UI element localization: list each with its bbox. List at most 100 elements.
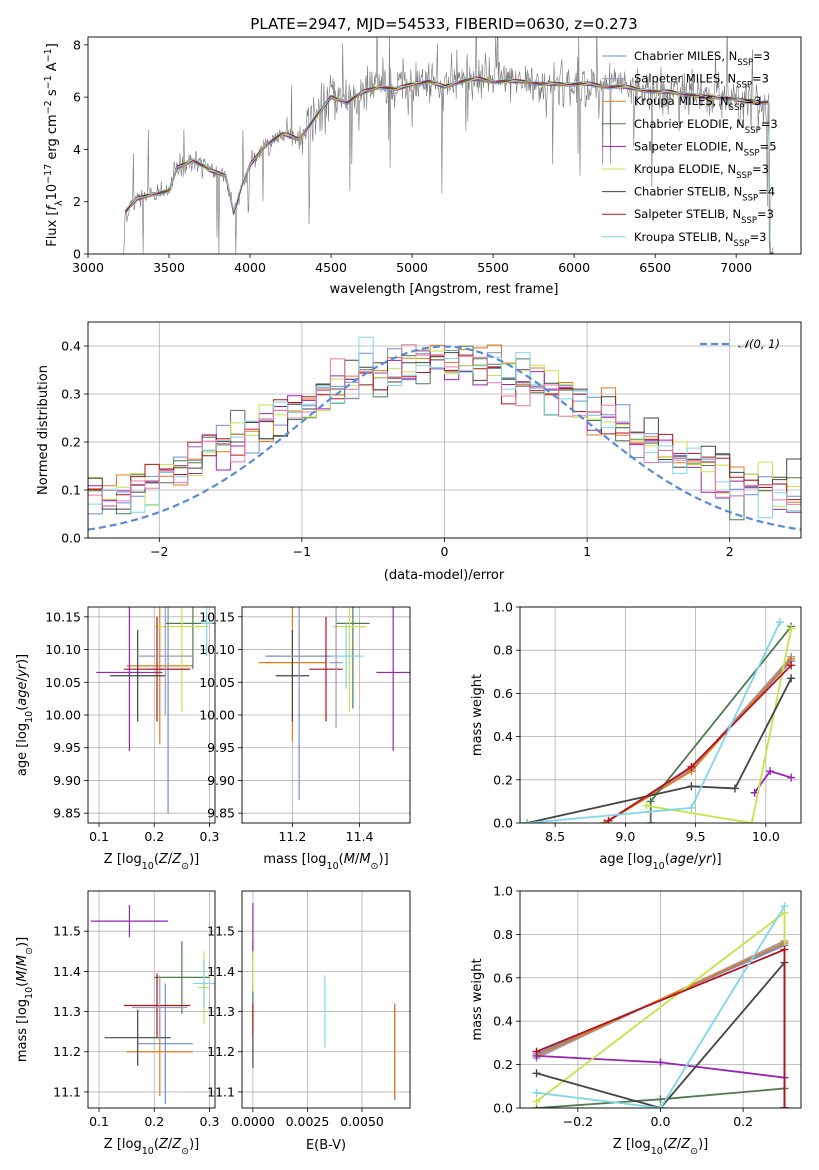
series-6 xyxy=(642,624,796,823)
legend-sub: SSP xyxy=(734,239,750,249)
x-tick-label: 5500 xyxy=(477,260,509,275)
x-axis-label: (data-model)/error xyxy=(384,568,505,583)
plus-marker xyxy=(656,1095,665,1104)
plot-area xyxy=(258,607,410,801)
y-tick-label: 10.05 xyxy=(199,675,235,690)
y-tick-label: 9.90 xyxy=(207,773,235,788)
data-point-6 xyxy=(110,629,166,722)
y-tick-label: 6 xyxy=(73,90,81,105)
histogram-8 xyxy=(88,336,801,538)
label-part: M xyxy=(344,852,355,867)
plus-marker xyxy=(523,819,532,823)
data-point-6 xyxy=(104,1009,171,1066)
label-part: −17 xyxy=(43,164,54,184)
x-axis-label: Z [log10(Z/Z⊙)] xyxy=(613,1137,708,1157)
x-tick-label: 0.2 xyxy=(144,1114,164,1129)
label-part: −2 xyxy=(43,100,54,114)
y-tick-label: 10.10 xyxy=(45,642,81,657)
plot-area xyxy=(90,905,215,1104)
x-tick-label: 0.1 xyxy=(89,1114,109,1129)
axes-frame xyxy=(241,890,411,1109)
legend-entry-8: Salpeter STELIB, NSSP=3 xyxy=(634,207,774,226)
legend-entry-9: Kroupa STELIB, NSSP=3 xyxy=(634,230,766,249)
plus-marker xyxy=(532,1047,541,1056)
label-part: ( xyxy=(154,1137,159,1152)
y-tick-label: 0.4 xyxy=(61,339,81,354)
label-part: Z xyxy=(667,1137,678,1152)
data-point-7 xyxy=(123,616,191,722)
x-tick-label: 4500 xyxy=(315,260,347,275)
data-point-9 xyxy=(132,975,188,1040)
y-tick-label: 11.2 xyxy=(53,1044,81,1059)
legend-tail: =3 xyxy=(752,162,769,176)
data-point-5 xyxy=(154,607,210,712)
axes-frame xyxy=(87,606,216,824)
plus-marker xyxy=(532,1069,541,1078)
label-part: Z xyxy=(680,1137,691,1152)
plus-marker xyxy=(766,767,775,776)
label-part: ⊙ xyxy=(371,861,379,872)
data-point-4 xyxy=(96,607,163,751)
x-tick-label: 8.5 xyxy=(545,829,565,844)
plus-marker xyxy=(780,945,789,954)
series-line xyxy=(603,656,792,823)
plus-marker xyxy=(780,1104,789,1108)
y-tick-label: 9.85 xyxy=(53,806,81,821)
label-part: ( xyxy=(665,852,670,867)
y-tick-label: 11.3 xyxy=(53,1004,81,1019)
y-tick-label: 0.2 xyxy=(61,435,81,450)
histogram-9 xyxy=(88,344,801,538)
plus-marker xyxy=(747,819,756,823)
label-part: ] xyxy=(45,43,60,48)
label-part: )] xyxy=(711,852,721,867)
x-tick-label: 0.0025 xyxy=(286,1114,330,1129)
series-line xyxy=(536,905,786,1108)
label-part: / xyxy=(694,852,699,867)
data-point-5 xyxy=(332,607,367,712)
y-axis-label: mass [log10(M/M⊙)] xyxy=(15,937,35,1062)
plus-marker xyxy=(787,773,796,782)
legend-entry-1: Chabrier MILES, NSSP=3 xyxy=(634,49,770,68)
y-tick-label: 9.85 xyxy=(207,806,235,821)
x-tick-label: 0.1 xyxy=(89,829,109,844)
legend-tail: =3 xyxy=(761,117,778,131)
legend-entry-2: Salpeter MILES, NSSP=3 xyxy=(634,72,769,91)
label-part: −1 xyxy=(43,75,54,89)
y-tick-label: 0.2 xyxy=(493,772,513,787)
x-tick-label: 11.4 xyxy=(346,829,374,844)
plot-area xyxy=(532,902,789,1108)
data-point-2 xyxy=(126,607,193,745)
data-point-6 xyxy=(275,629,310,722)
label-part: ⊙ xyxy=(181,1146,189,1157)
label-part: 10 xyxy=(653,861,665,872)
x-tick-label: 0.2 xyxy=(733,1114,753,1129)
label-part: Flux [ xyxy=(45,211,60,247)
legend-name: Chabrier MILES, N xyxy=(634,49,737,63)
label-part: ( xyxy=(339,852,344,867)
y-tick-label: 0.3 xyxy=(61,387,81,402)
y-tick-label: 4 xyxy=(73,142,81,157)
y-tick-label: 11.1 xyxy=(53,1084,81,1099)
y-tick-label: 1.0 xyxy=(493,884,513,899)
y-tick-label: 9.95 xyxy=(53,740,81,755)
x-tick-label: 3500 xyxy=(153,260,185,275)
plus-marker xyxy=(787,661,796,670)
x-tick-label: −0.2 xyxy=(563,1114,593,1129)
series-9 xyxy=(532,902,789,1108)
plus-marker xyxy=(642,801,651,810)
legend-entry-5: Salpeter ELODIE, NSSP=5 xyxy=(634,139,777,158)
axes-frame xyxy=(519,890,802,1109)
x-tick-label: −2 xyxy=(150,544,168,559)
y-tick-label: 0.1 xyxy=(61,483,81,498)
y-tick-label: 0.0 xyxy=(493,1101,513,1116)
x-tick-label: 6500 xyxy=(639,260,671,275)
axes-spectrum: 3000 3500 4000 4500 5000 5500 6000 6500 7000 0 2 4 6… xyxy=(43,36,802,297)
plus-marker xyxy=(780,902,789,911)
series-4 xyxy=(646,622,796,823)
x-tick-label: 0.0000 xyxy=(231,1114,275,1129)
y-tick-label: 0.6 xyxy=(493,970,513,985)
data-point-4 xyxy=(90,905,169,938)
y-tick-label: 11.2 xyxy=(207,1044,235,1059)
label-part: 10 xyxy=(24,987,35,999)
x-tick-label: 4000 xyxy=(234,260,266,275)
